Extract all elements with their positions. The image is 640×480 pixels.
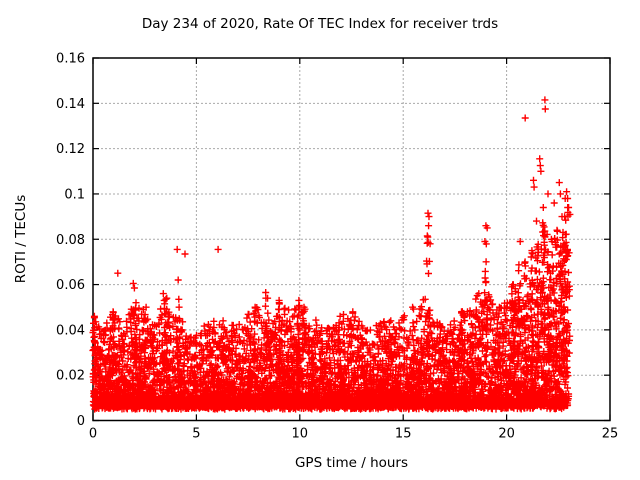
scatter-points [89,96,574,413]
y-tick-label: 0.1 [64,187,85,202]
border-layer [92,57,611,422]
y-tick-label: 0 [77,414,85,429]
y-tick-label: 0.16 [56,52,85,67]
y-tick-label: 0.04 [56,323,85,338]
y-tick-label: 0.14 [56,97,85,112]
y-tick-label: 0.08 [56,233,85,248]
tick-label-layer: 0 5 10 15 20 25 0 0.02 0.04 0.06 0.08 0.1 0.12 0.14 0.… [56,52,618,442]
scatter-layer [89,96,574,413]
x-tick-label: 0 [89,427,97,442]
y-tick-label: 0.02 [56,369,85,384]
y-tick-label: 0.06 [56,278,85,293]
x-tick-label: 15 [395,427,412,442]
chart-title: Day 234 of 2020, Rate Of TEC Index for r… [141,16,499,32]
x-tick-label: 10 [292,427,309,442]
x-axis-label: GPS time / hours [294,455,409,471]
plot-border [92,57,611,422]
grid-layer [93,58,610,421]
x-tick-label: 20 [498,427,515,442]
y-tick-label: 0.12 [56,142,85,157]
y-axis-label-text: ROTI / TECUs [13,194,30,284]
x-tick-label: 5 [192,427,200,442]
x-tick-label: 25 [602,427,619,442]
